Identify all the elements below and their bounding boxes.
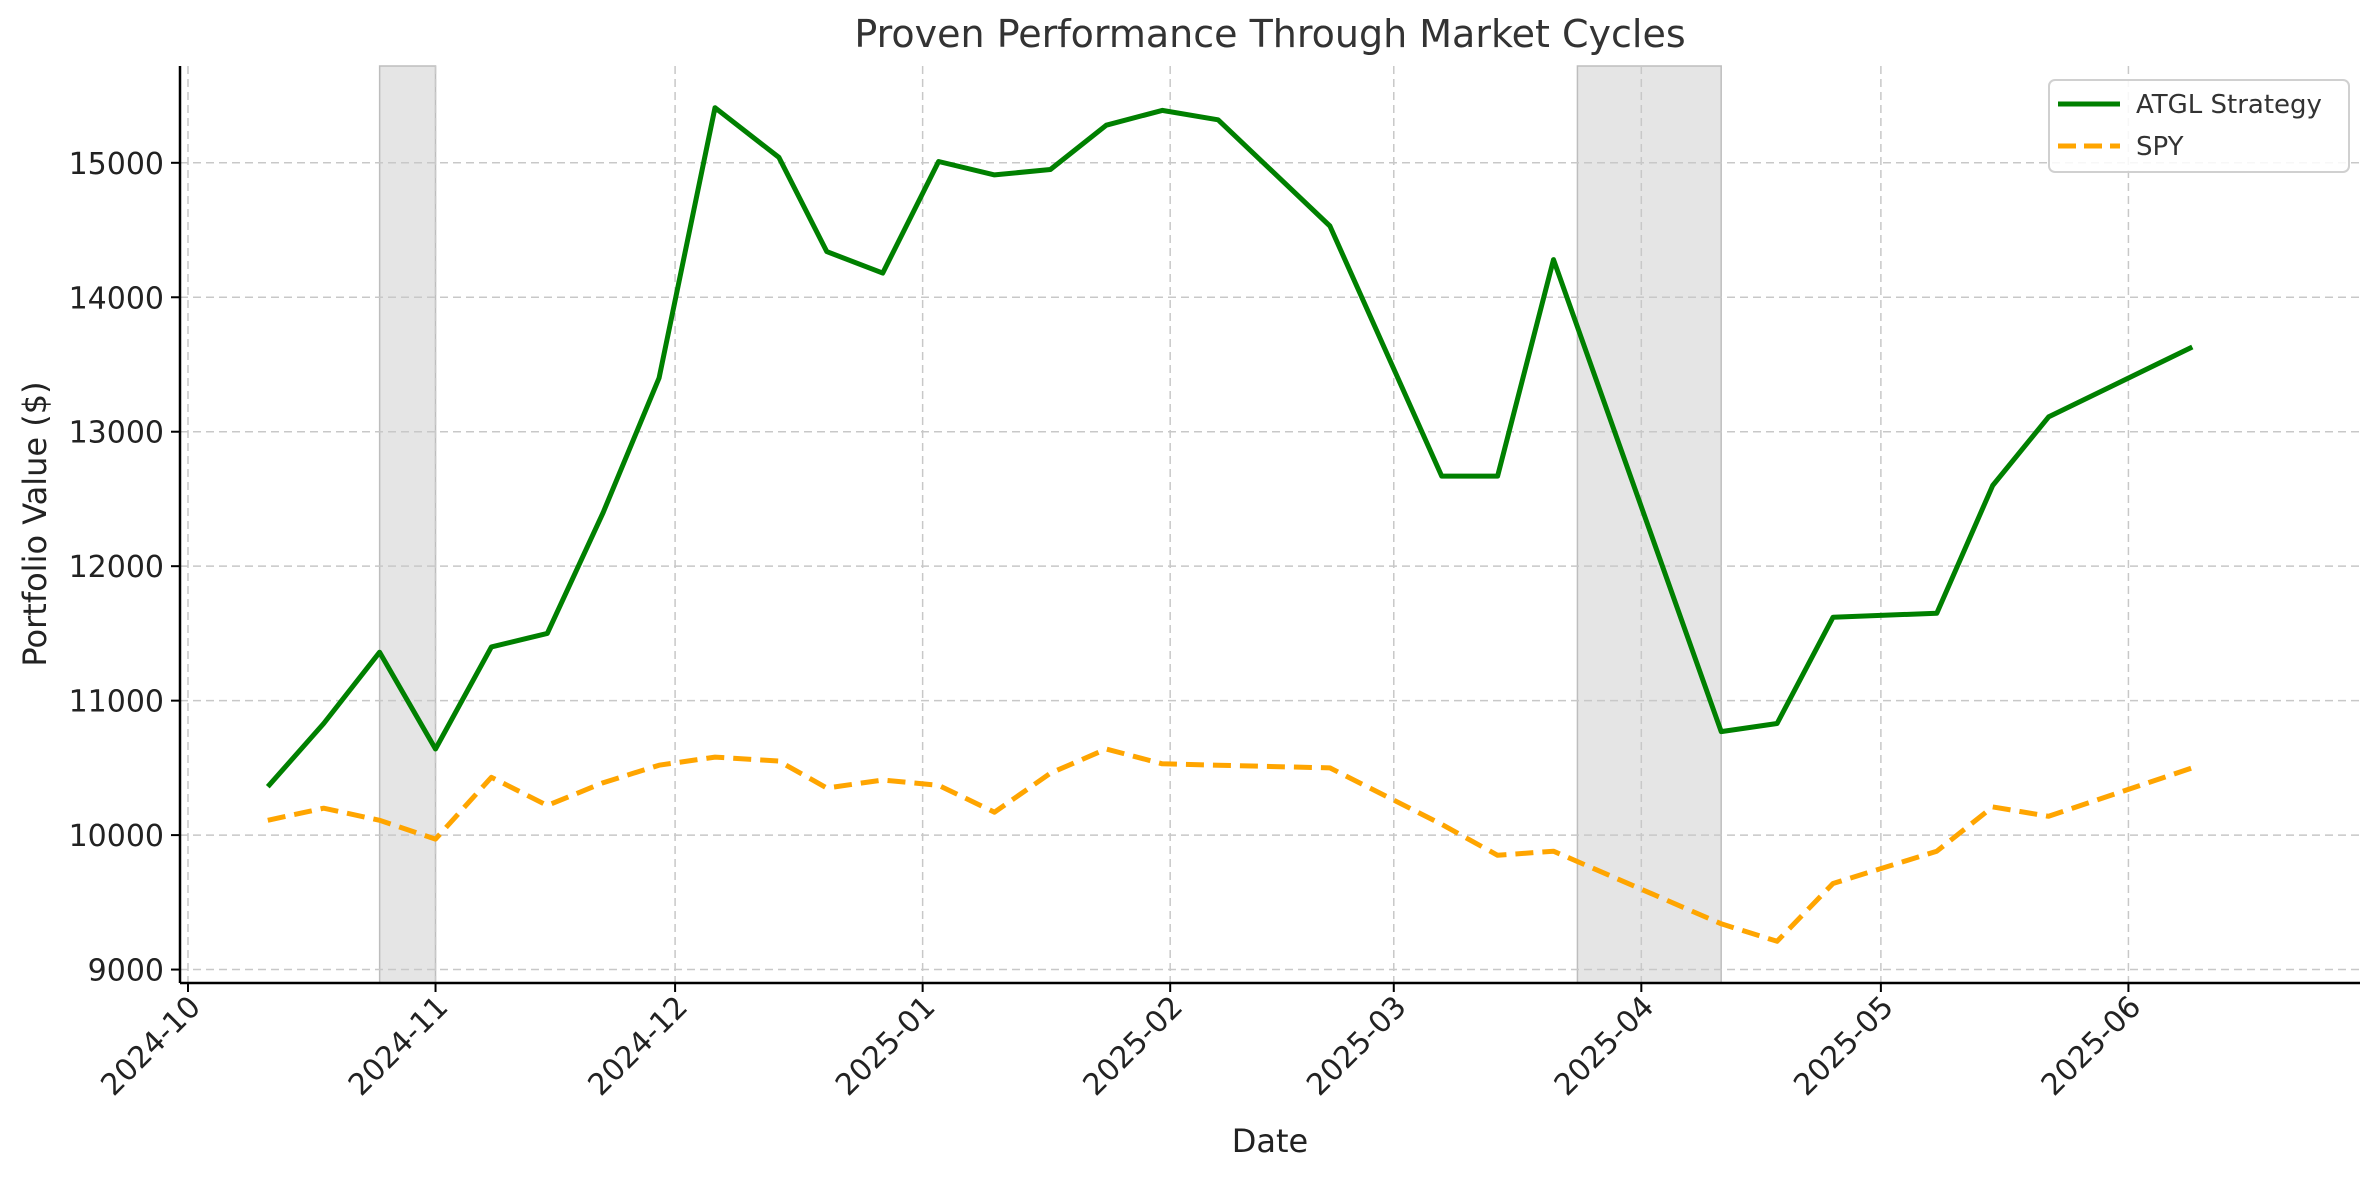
x-tick-label: 2025-01 xyxy=(829,990,942,1103)
chart-title: Proven Performance Through Market Cycles xyxy=(854,12,1685,56)
x-tick-label: 2024-11 xyxy=(342,990,455,1103)
legend-box xyxy=(2048,79,2350,173)
y-tick-label: 9000 xyxy=(88,954,164,989)
x-axis-title: Date xyxy=(1232,1122,1308,1160)
legend-label-spy: SPY xyxy=(2136,132,2184,162)
y-tick-label: 15000 xyxy=(69,147,164,182)
x-tick-label: 2024-10 xyxy=(94,990,207,1103)
axes xyxy=(178,66,2360,985)
series-line-spy xyxy=(267,746,2194,944)
legend-label-atgl-strategy: ATGL Strategy xyxy=(2136,90,2322,120)
y-tick-label: 12000 xyxy=(69,550,164,585)
x-tick-label: 2025-02 xyxy=(1077,990,1190,1103)
x-tick-label: 2025-06 xyxy=(2035,990,2148,1103)
series-line-atgl-strategy xyxy=(265,105,2194,789)
x-tick-label: 2024-12 xyxy=(581,990,694,1103)
x-tick-label: 2025-04 xyxy=(1548,990,1661,1103)
shaded-period-0 xyxy=(378,65,437,984)
x-tick-label: 2025-03 xyxy=(1300,990,1413,1103)
y-tick-label: 14000 xyxy=(69,281,164,316)
legend: ATGL Strategy SPY xyxy=(2048,79,2350,173)
grid xyxy=(180,66,2360,983)
shaded-periods xyxy=(378,65,1722,984)
series-lines xyxy=(265,105,2194,944)
y-axis-title: Portfolio Value ($) xyxy=(16,381,54,666)
y-tick-label: 11000 xyxy=(69,685,164,720)
y-tick-label: 13000 xyxy=(69,416,164,451)
y-tick-label: 10000 xyxy=(69,819,164,854)
x-tick-label: 2025-05 xyxy=(1787,990,1900,1103)
